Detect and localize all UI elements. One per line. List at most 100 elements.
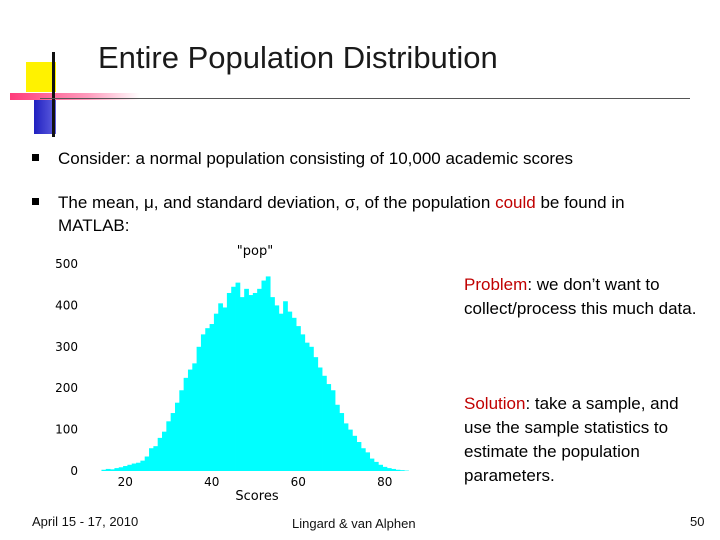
y-tick-label: 200 (55, 381, 78, 395)
histogram-bar (149, 448, 154, 471)
histogram-bar (252, 292, 258, 471)
histogram-bar (347, 429, 353, 471)
y-tick-label: 100 (55, 423, 78, 437)
histogram-bar (205, 328, 210, 471)
histogram-bar (283, 301, 288, 471)
histogram-bar (127, 464, 133, 471)
histogram-bar (287, 311, 293, 471)
decor-yellow-square (26, 62, 56, 92)
histogram-bar (174, 402, 180, 471)
histogram-bar (144, 456, 150, 471)
note-solution: Solution: take a sample, and use the sam… (464, 392, 704, 488)
histogram-bar (136, 462, 141, 471)
histogram-bar (239, 297, 245, 471)
histogram-bar (157, 437, 163, 471)
bullet-text: The mean, μ, and standard deviation, σ, … (58, 193, 496, 212)
bullet-item: The mean, μ, and standard deviation, σ, … (32, 191, 678, 237)
x-axis-label: Scores (235, 489, 278, 504)
histogram-bar (187, 369, 193, 471)
histogram-bar (399, 470, 405, 471)
histogram-bar (213, 313, 219, 471)
histogram-bar (317, 367, 323, 471)
histogram-bar (309, 346, 314, 471)
histogram-chart: "pop" 0 100 200 300 400 500 20 40 60 80 Scores (55, 244, 409, 504)
bars-group (101, 276, 409, 471)
histogram-bar (105, 468, 111, 471)
bullet-item: Consider: a normal population consisting… (32, 147, 678, 170)
histogram-bar (395, 469, 401, 471)
note-problem: Problem: we don’t want to collect/proces… (464, 273, 704, 321)
histogram-bar (386, 468, 392, 471)
slide-title: Entire Population Distribution (98, 40, 498, 75)
histogram-bar (192, 363, 198, 471)
histogram-bar (330, 390, 336, 471)
histogram-bar (274, 305, 280, 471)
histogram-bar (118, 467, 124, 471)
histogram-bar (278, 313, 284, 471)
histogram-bar (304, 342, 310, 471)
decor-pink-bar (10, 93, 140, 100)
histogram-bar (352, 435, 358, 471)
bullet-square-icon (32, 154, 39, 161)
decor-vertical-line (52, 52, 55, 137)
histogram-bar (179, 390, 185, 471)
histogram-bar (226, 292, 232, 471)
histogram-bar (231, 286, 236, 471)
bullet-text: Consider: a normal population consisting… (58, 149, 574, 168)
histogram-bar (200, 334, 206, 471)
histogram-bar (270, 297, 275, 471)
histogram-bar (257, 288, 262, 471)
note-text: : take a sample, and use the sample stat… (464, 394, 679, 485)
histogram-bar (356, 442, 362, 471)
histogram-bar (244, 288, 249, 471)
histogram-bar (339, 413, 345, 471)
x-tick-label: 40 (204, 475, 219, 489)
histogram-bar (196, 346, 202, 471)
histogram-bar (378, 464, 383, 471)
histogram-bar (114, 468, 120, 471)
histogram-bar (365, 452, 371, 471)
histogram-bar (265, 276, 271, 471)
histogram-bar (140, 460, 146, 471)
histogram-bar (110, 469, 115, 471)
histogram-bar (373, 461, 379, 471)
histogram-bar (153, 446, 159, 471)
histogram-bar (335, 404, 340, 471)
note-label: Problem (464, 275, 528, 294)
histogram-bar (360, 448, 366, 471)
histogram-bar (322, 375, 327, 471)
histogram-bar (162, 431, 167, 471)
bullet-emphasis: could (495, 193, 536, 212)
histogram-bar (326, 384, 332, 471)
histogram-bar (170, 413, 176, 471)
bullet-square-icon (32, 198, 39, 205)
x-tick-label: 20 (118, 475, 133, 489)
histogram-bar (382, 466, 388, 471)
histogram-bar (235, 282, 241, 471)
page-number: 50 (690, 514, 705, 529)
histogram-bar (343, 423, 349, 471)
x-tick-label: 60 (291, 475, 306, 489)
histogram-bar (369, 458, 375, 471)
histogram-bar (209, 324, 215, 471)
histogram-bar (248, 295, 254, 471)
histogram-bar (391, 468, 396, 471)
y-tick-label: 0 (70, 464, 78, 478)
footer-authors: Lingard & van Alphen (292, 516, 416, 531)
x-axis-tick-labels: 20 40 60 80 (118, 475, 393, 489)
bullet-text-end: be found in MATLAB: (58, 193, 625, 235)
histogram-bar (296, 326, 301, 471)
histogram-bar (183, 377, 189, 471)
note-text: : we don’t want to collect/process this … (464, 275, 697, 318)
footer-date: April 15 - 17, 2010 (32, 514, 139, 529)
note-label: Solution (464, 394, 526, 413)
histogram-bar (261, 280, 267, 471)
histogram-bar (313, 357, 319, 471)
histogram-bar (166, 421, 172, 471)
histogram-bar (123, 466, 128, 471)
decor-blue-square (34, 100, 56, 134)
decor-horizontal-line (40, 98, 690, 99)
histogram-bar (291, 317, 297, 471)
y-tick-label: 500 (55, 257, 78, 271)
histogram-bar (222, 307, 228, 471)
